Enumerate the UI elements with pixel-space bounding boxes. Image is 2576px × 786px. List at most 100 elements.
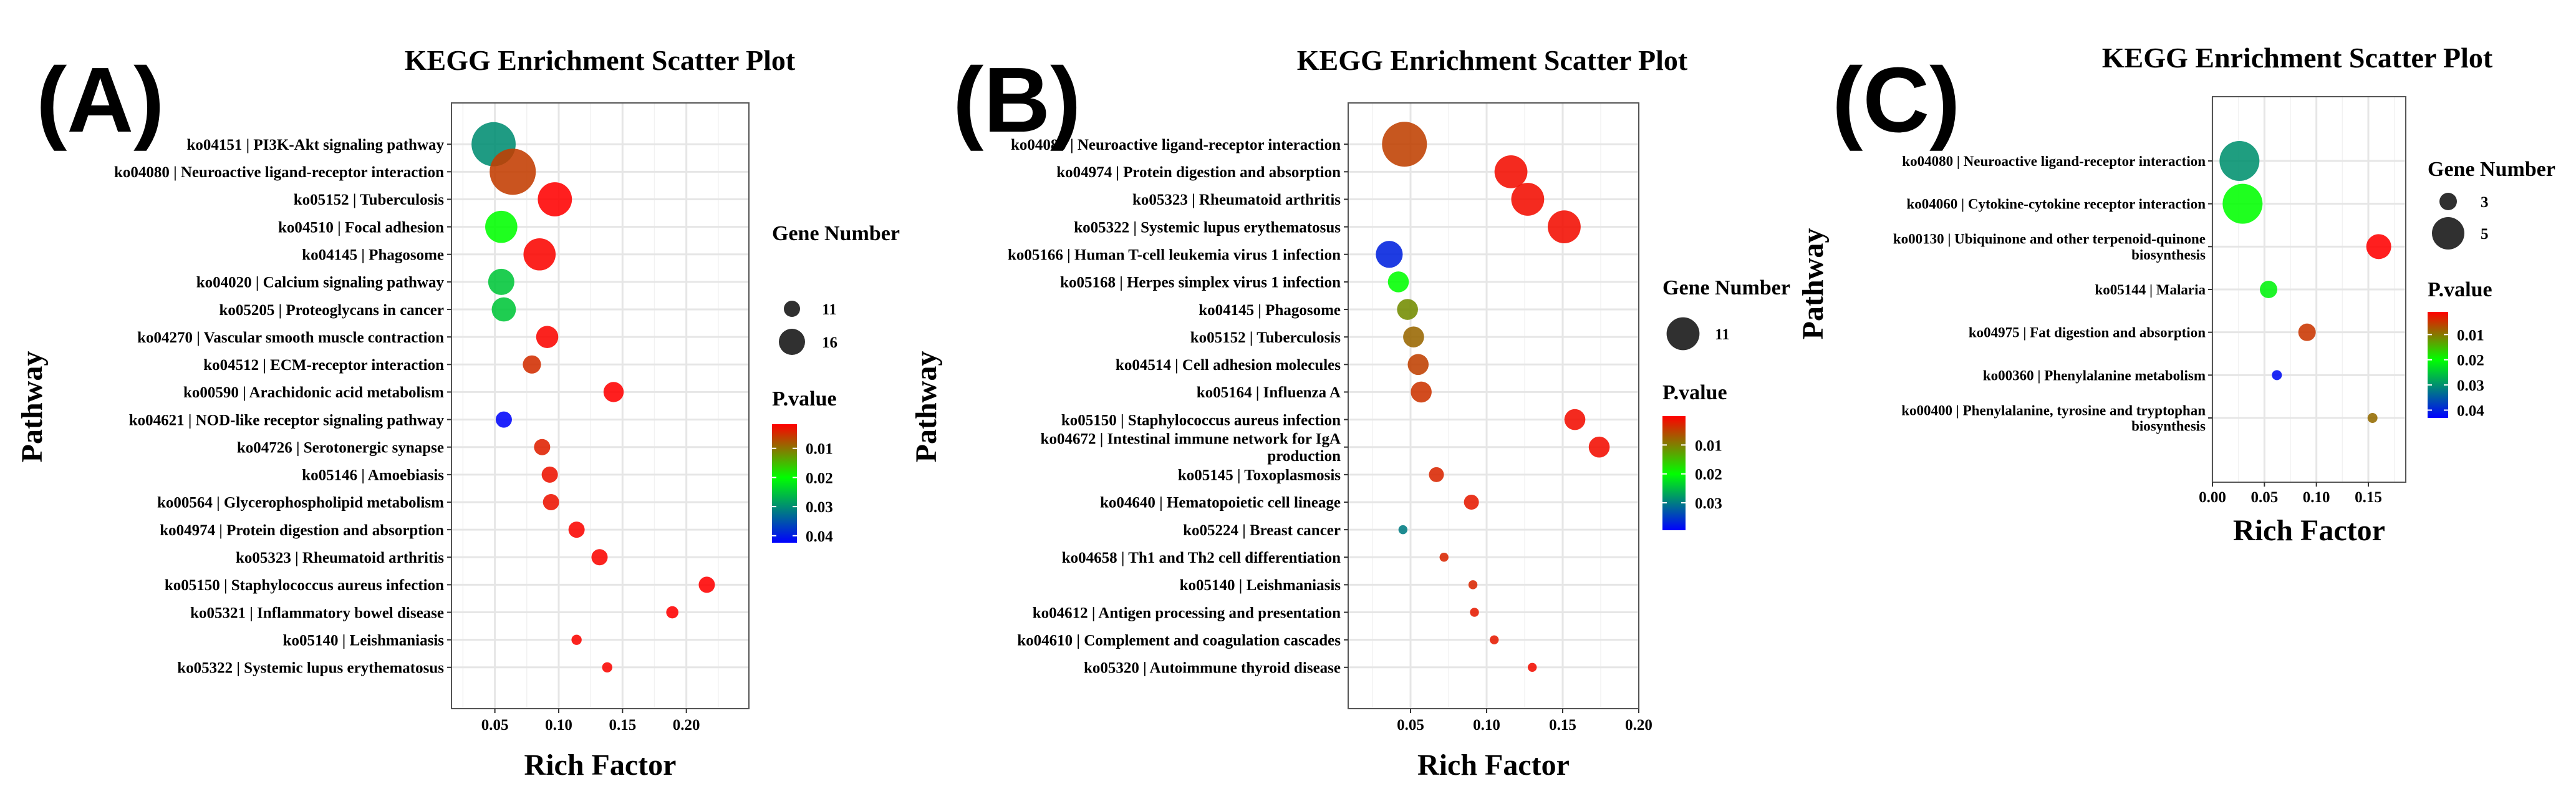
pathway-label: ko04151 | PI3K-Akt signaling pathway [186,137,444,153]
data-point [1588,436,1610,458]
data-point [2260,281,2277,298]
pathway-label: ko04060 | Cytokine-cytokine receptor int… [1907,196,2206,212]
pathway-label: ko05152 | Tuberculosis [1190,329,1341,346]
pathway-label: ko04640 | Hematopoietic cell lineage [1100,495,1341,512]
x-axis-title: Rich Factor [2233,514,2385,547]
data-point [2222,183,2263,224]
color-legend-label: 0.01 [1695,437,1722,454]
pathway-label: ko04514 | Cell adhesion molecules [1116,357,1341,374]
pathway-label: ko05321 | Inflammatory bowel disease [190,604,444,621]
x-tick-label: 0.20 [1625,717,1652,734]
size-legend-key [784,301,800,317]
data-point [536,326,559,348]
pathway-label: ko04726 | Serotonergic synapse [237,439,444,456]
x-tick-label: 0.00 [2199,489,2226,506]
size-legend-key [2432,217,2464,250]
data-point [1387,271,1409,293]
pathway-label: ko04658 | Th1 and Th2 cell differentiati… [1062,550,1341,566]
pathway-label: ko05320 | Autoimmune thyroid disease [1084,660,1341,677]
pathway-label: ko04512 | ECM-receptor interaction [203,357,444,374]
data-point [523,355,541,374]
size-legend-key [779,329,805,355]
data-point [2367,413,2378,423]
color-bar [2428,312,2448,418]
color-legend-label: 0.02 [2457,352,2484,369]
data-point [1528,662,1537,672]
data-point [485,210,518,243]
panel-b: (B) KEGG Enrichment Scatter Plot 0.05 0.10 0… [910,44,1790,782]
data-point [495,411,512,428]
x-tick-label: 0.15 [2355,489,2382,506]
panel-label: (B) [953,49,1081,152]
y-axis-title: Pathway [1797,228,1830,340]
pathway-label: ko00400 | Phenylalanine, tyrosine and tr… [1901,402,2206,434]
x-tick-label: 0.05 [1397,717,1424,734]
data-point [1382,122,1427,167]
color-legend-label: 0.01 [2457,327,2484,344]
pathway-label: ko04080 | Neuroactive ligand-receptor in… [114,164,444,181]
data-point [602,662,612,672]
pathway-label: ko04974 | Protein digestion and absorpti… [1056,164,1341,181]
data-point [1403,326,1424,347]
color-legend-title: P.value [772,387,837,410]
pathway-label: ko05146 | Amoebiasis [302,467,444,484]
data-point [1398,525,1408,535]
plot-background [451,103,749,709]
pathway-label: ko04621 | NOD-like receptor signaling pa… [129,412,445,429]
color-legend-title: P.value [1662,381,1727,404]
pathway-label: ko04145 | Phagosome [302,247,444,264]
data-point [541,466,558,483]
pathway-label: ko04612 | Antigen processing and present… [1033,604,1341,621]
x-tick-label: 0.05 [2250,489,2278,506]
pathway-label: ko04145 | Phagosome [1199,302,1341,319]
pathway-label: ko05150 | Staphylococcus aureus infectio… [165,577,444,594]
pathway-label: ko04510 | Focal adhesion [278,219,444,236]
data-point [543,493,559,510]
data-point [1470,608,1479,617]
pathway-label: ko05140 | Leishmaniasis [283,632,445,649]
data-point [1407,354,1429,376]
data-point [591,549,608,566]
color-legend-label: 0.04 [2457,402,2484,419]
data-point [568,522,585,538]
size-legend-label: 3 [2481,194,2489,211]
data-point [2366,234,2391,260]
size-legend-label: 11 [1715,326,1730,343]
pathway-label: ko04080 | Neuroactive ligand-receptor in… [1902,153,2206,169]
plot-background [1348,103,1639,709]
pathway-label: ko04975 | Fat digestion and absorption [1969,325,2206,341]
color-legend-label: 0.01 [806,441,833,458]
plot-border [1348,102,1639,709]
x-tick-label: 0.15 [1549,717,1576,734]
plot-border [451,102,750,709]
pathway-label: ko05140 | Leishmaniasis [1180,577,1341,594]
size-legend-label: 5 [2481,226,2489,243]
pathway-label: ko05152 | Tuberculosis [294,192,445,208]
x-tick-label: 0.10 [2303,489,2330,506]
data-point [666,606,678,619]
x-tick-label: 0.10 [545,717,572,734]
data-point [538,182,572,216]
pathway-label: ko05166 | Human T-cell leukemia virus 1 … [1008,247,1341,264]
data-point [571,634,582,645]
panel-label: (A) [36,49,164,152]
chart-title: KEGG Enrichment Scatter Plot [1297,44,1688,76]
chart-title: KEGG Enrichment Scatter Plot [405,44,796,76]
data-point [1411,381,1432,403]
data-point [2298,323,2316,341]
data-point [1376,241,1403,268]
color-legend-label: 0.03 [1695,495,1722,512]
pathway-label: ko05168 | Herpes simplex virus 1 infecti… [1060,274,1341,291]
pathway-label: ko05144 | Malaria [2095,282,2206,298]
data-point [1511,183,1545,216]
data-point [2219,141,2260,181]
size-legend-label: 11 [822,301,837,318]
pathway-label: ko05322 | Systemic lupus erythematosus [1074,219,1341,236]
data-point [1397,299,1418,320]
data-point [2272,370,2282,381]
pathway-label: ko05164 | Influenza A [1197,384,1341,401]
panel-a: (A) KEGG Enrichment Scatter Plot 0.05 0.10 0… [16,44,900,782]
x-tick-label: 0.10 [1473,717,1500,734]
data-point [490,148,536,195]
